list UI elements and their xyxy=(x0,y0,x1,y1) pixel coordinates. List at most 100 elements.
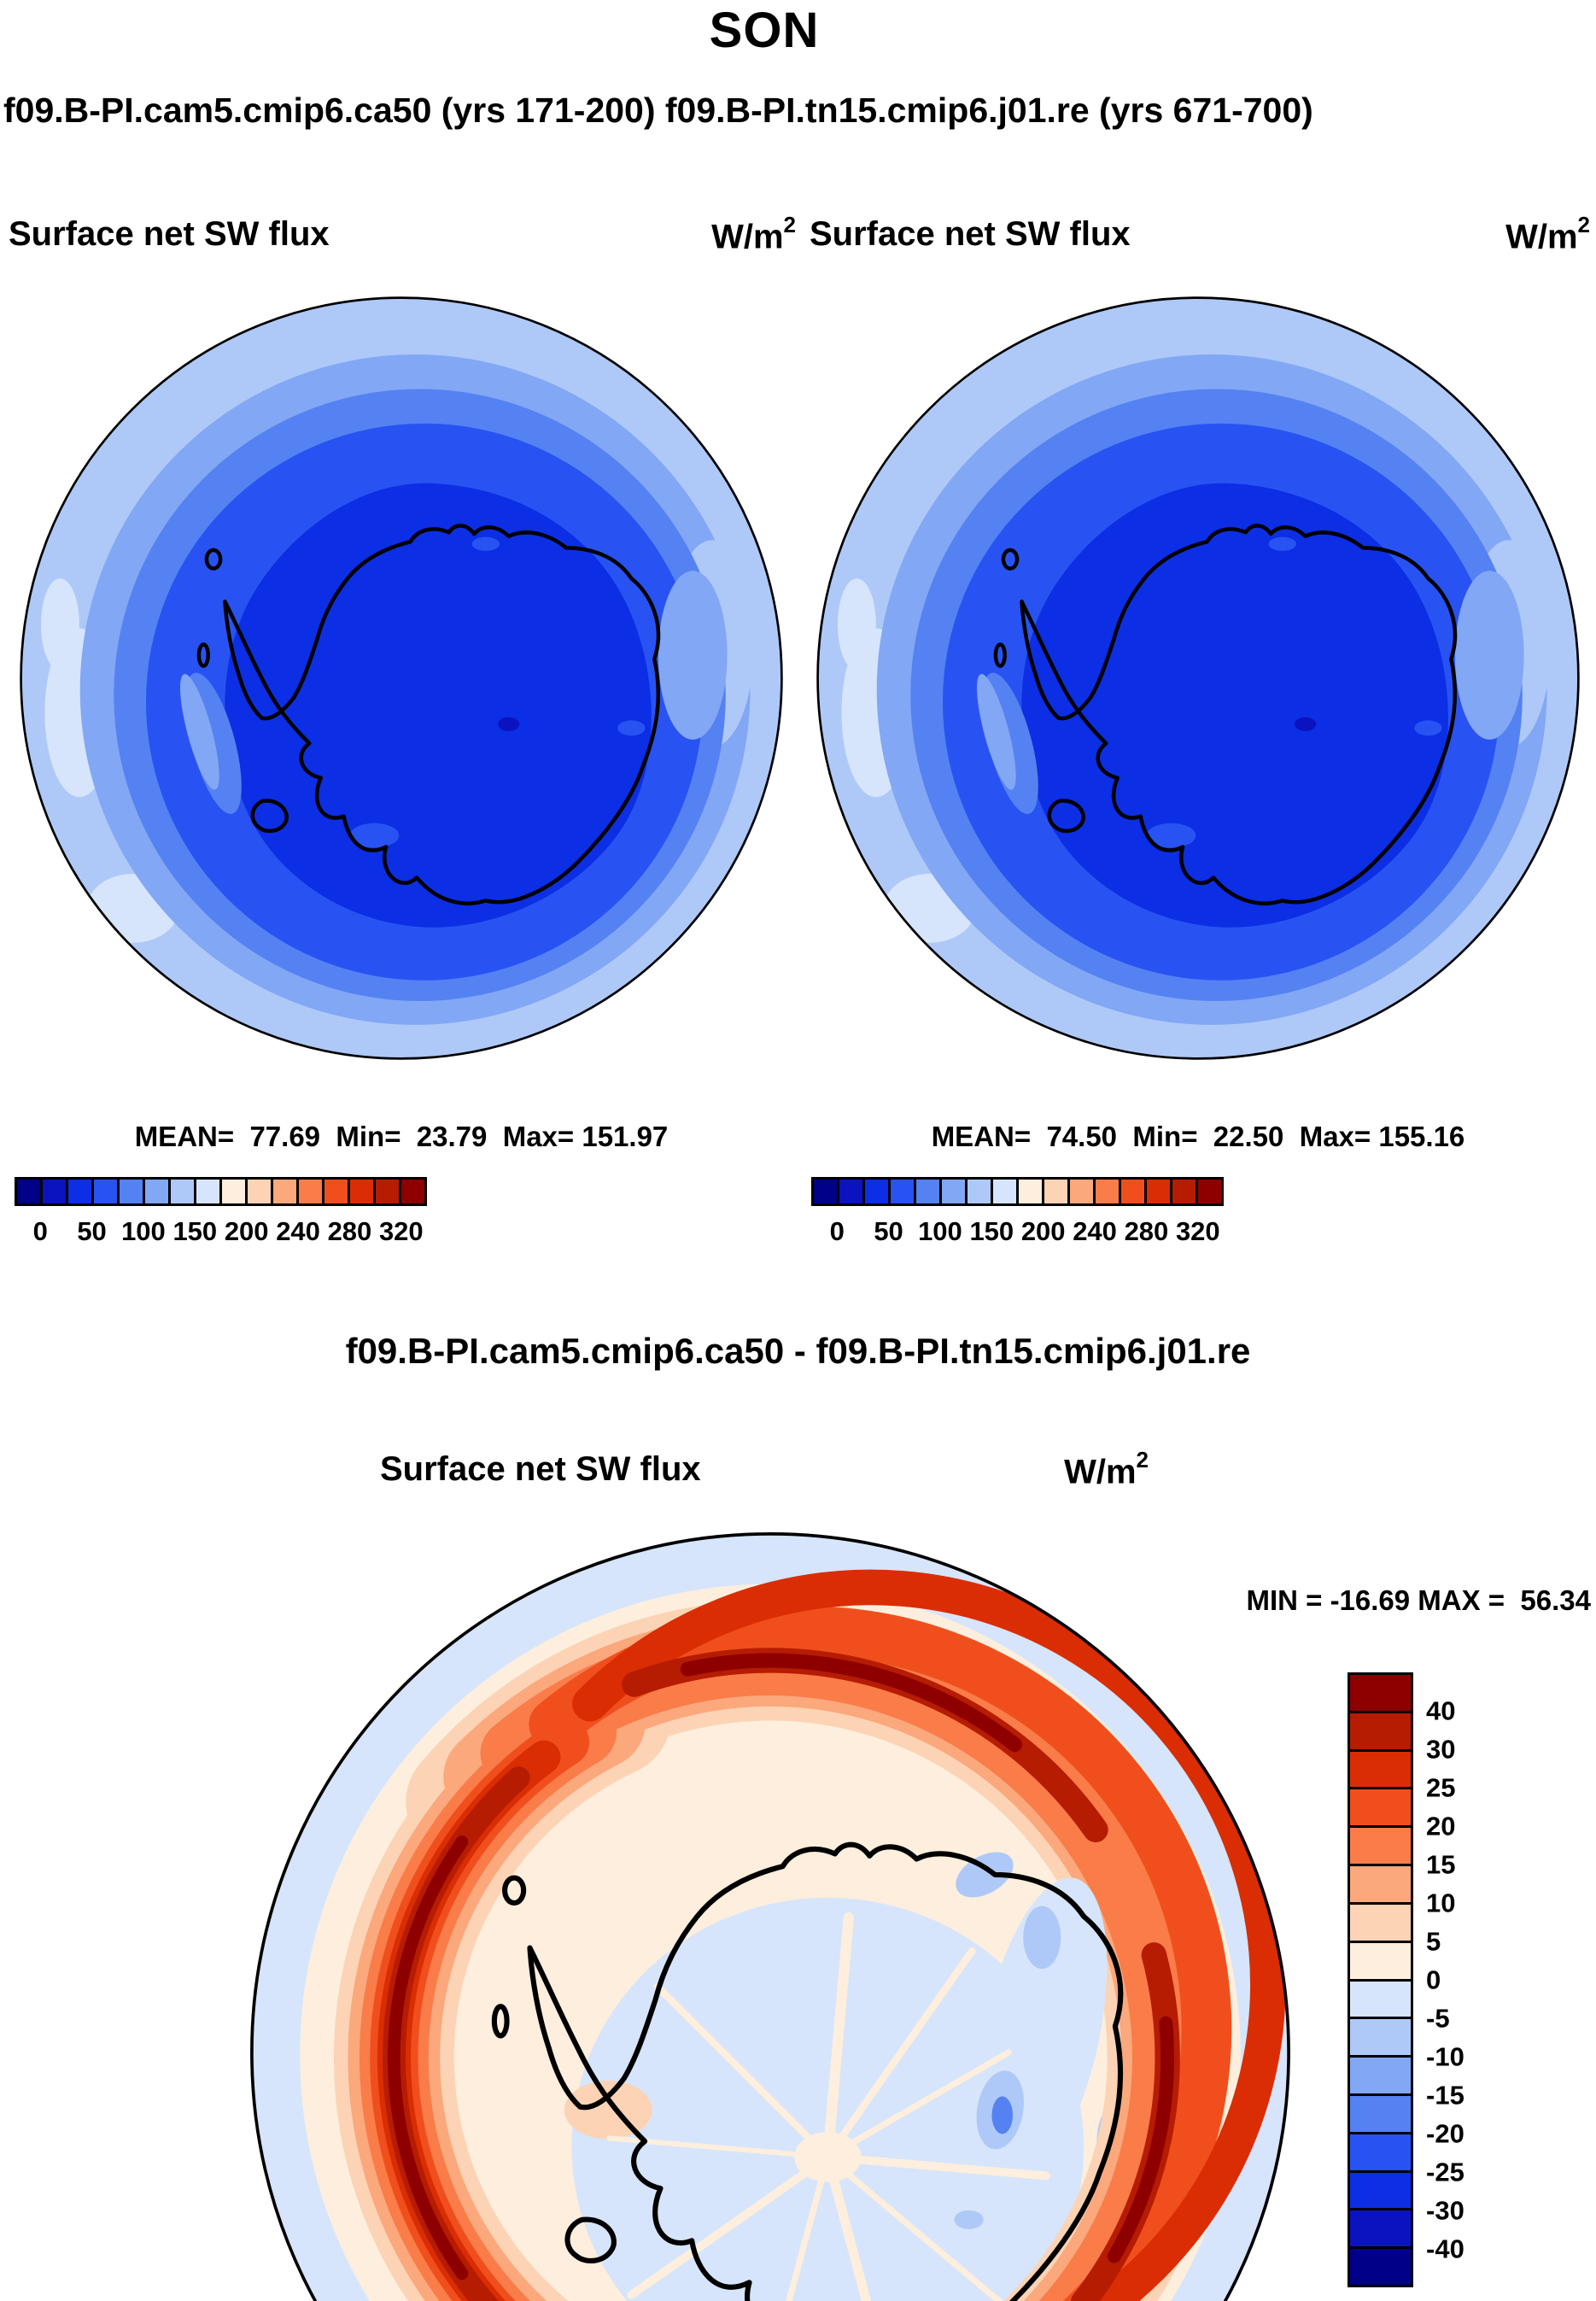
colorbar-cell xyxy=(1147,1180,1172,1203)
colorbar-tick-label: -10 xyxy=(1426,2041,1464,2072)
colorbar-cell xyxy=(916,1180,942,1203)
colorbar-cell xyxy=(120,1180,145,1203)
colorbar-cell xyxy=(43,1180,68,1203)
colorbar-tick-label: 200 xyxy=(224,1216,269,1246)
diff-map-variable-label: Surface net SW flux xyxy=(380,1450,701,1488)
difference-colorbar-ticks: 40 30 25 20 15 10 5 0 -5 -10 -15 -20 -25 -30 -40 xyxy=(1426,1672,1520,2287)
colorbar-tick-label: 150 xyxy=(172,1216,218,1246)
colorbar-cell xyxy=(376,1180,401,1203)
unit-exponent: 2 xyxy=(1136,1447,1149,1473)
difference-title: f09.B-PI.cam5.cmip6.ca50 - f09.B-PI.tn15… xyxy=(345,1331,1251,1371)
colorbar-cell xyxy=(17,1180,43,1203)
colorbar-cell xyxy=(1350,1981,1411,2020)
season-title: SON xyxy=(709,3,820,58)
unit-base: W/m xyxy=(711,218,784,256)
colorbar-cell xyxy=(222,1180,248,1203)
colorbar-tick-label: 240 xyxy=(1073,1216,1117,1246)
colorbar-tick-label: -30 xyxy=(1426,2195,1464,2226)
colorbar-tick-label: 0 xyxy=(1426,1964,1441,1995)
colorbar-cell xyxy=(273,1180,299,1203)
left-polar-map xyxy=(18,295,785,1062)
unit-exponent: 2 xyxy=(783,212,796,237)
colorbar-tick-label: 5 xyxy=(1426,1926,1441,1957)
colorbar-cell xyxy=(1019,1180,1044,1203)
colorbar-cell xyxy=(299,1180,324,1203)
colorbar-tick-label: -40 xyxy=(1426,2234,1464,2264)
colorbar-tick-label: 200 xyxy=(1020,1216,1066,1246)
colorbar-tick-label: -25 xyxy=(1426,2157,1464,2187)
colorbar-cell xyxy=(1350,1866,1411,1905)
colorbar-tick-label: 0 xyxy=(32,1216,48,1246)
colorbar-cell xyxy=(324,1180,350,1203)
colorbar-tick-label: 50 xyxy=(77,1216,107,1246)
colorbar-cell xyxy=(171,1180,196,1203)
colorbar-cell xyxy=(1172,1180,1198,1203)
colorbar-cell xyxy=(968,1180,993,1203)
colorbar-cell xyxy=(401,1180,424,1203)
colorbar-cell xyxy=(350,1180,376,1203)
colorbar-cell xyxy=(865,1180,891,1203)
colorbar-cell xyxy=(68,1180,94,1203)
right-map-variable-label: Surface net SW flux xyxy=(810,215,1131,253)
colorbar-tick-label: 280 xyxy=(1124,1216,1169,1246)
colorbar-cell xyxy=(1350,2019,1411,2058)
right-map-units-label: W/m2 xyxy=(1392,212,1590,256)
colorbar-tick-label: 320 xyxy=(1175,1216,1220,1246)
colorbar-cell xyxy=(1070,1180,1096,1203)
colorbar-tick-label: 15 xyxy=(1426,1849,1456,1880)
left-map-stats: MEAN= 77.69 Min= 23.79 Max= 151.97 xyxy=(134,1121,669,1152)
colorbar-tick-label: 20 xyxy=(1426,1811,1456,1841)
colorbar-cell xyxy=(814,1180,839,1203)
colorbar-tick-label: 240 xyxy=(276,1216,320,1246)
colorbar-cell xyxy=(1350,1675,1411,1713)
right-polar-map xyxy=(815,295,1581,1062)
colorbar-cell xyxy=(248,1180,273,1203)
colorbar-tick-label: 320 xyxy=(378,1216,424,1246)
colorbar-tick-label: 0 xyxy=(829,1216,845,1246)
colorbar-cell xyxy=(1198,1180,1221,1203)
colorbar-tick-label: 10 xyxy=(1426,1888,1456,1918)
unit-exponent: 2 xyxy=(1577,212,1590,237)
difference-polar-map xyxy=(250,1532,1290,2301)
unit-base: W/m xyxy=(1505,218,1578,256)
colorbar-cell xyxy=(196,1180,222,1203)
colorbar-cell xyxy=(891,1180,916,1203)
colorbar-cell xyxy=(1350,2172,1411,2211)
colorbar-tick-label: 100 xyxy=(918,1216,962,1246)
colorbar-cell xyxy=(1044,1180,1070,1203)
colorbar-tick-label: -20 xyxy=(1426,2118,1464,2149)
colorbar-cell xyxy=(145,1180,171,1203)
colorbar-cell xyxy=(839,1180,865,1203)
colorbar-cell xyxy=(1121,1180,1147,1203)
diff-map-units-label: W/m2 xyxy=(982,1447,1149,1491)
colorbar-cell xyxy=(942,1180,968,1203)
diff-map-minmax: MIN = -16.69 MAX = 56.34 xyxy=(1246,1584,1591,1616)
right-map-stats: MEAN= 74.50 Min= 22.50 Max= 155.16 xyxy=(931,1121,1465,1152)
colorbar-tick-label: 50 xyxy=(874,1216,903,1246)
colorbar-cell xyxy=(1096,1180,1121,1203)
colorbar-cell xyxy=(1350,1942,1411,1982)
right-colorbar-ticks: 0 50 100 150 200 240 280 320 xyxy=(811,1216,1224,1252)
left-colorbar xyxy=(15,1177,427,1206)
colorbar-cell xyxy=(1350,2249,1411,2285)
colorbar-tick-label: 30 xyxy=(1426,1734,1456,1765)
unit-base: W/m xyxy=(1064,1453,1137,1491)
colorbar-cell xyxy=(1350,1751,1411,1790)
colorbar-cell xyxy=(1350,2134,1411,2173)
left-map-variable-label: Surface net SW flux xyxy=(9,215,330,253)
colorbar-cell xyxy=(1350,2058,1411,2096)
colorbar-cell xyxy=(1350,1789,1411,1829)
right-colorbar xyxy=(811,1177,1224,1206)
colorbar-tick-label: 280 xyxy=(327,1216,372,1246)
left-map-units-label: W/m2 xyxy=(598,212,796,256)
colorbar-tick-label: 100 xyxy=(121,1216,166,1246)
colorbar-tick-label: 25 xyxy=(1426,1772,1456,1803)
cases-subtitle: f09.B-PI.cam5.cmip6.ca50 (yrs 171-200) f… xyxy=(3,91,1313,130)
colorbar-tick-label: 150 xyxy=(969,1216,1014,1246)
difference-colorbar xyxy=(1348,1672,1413,2287)
colorbar-cell xyxy=(1350,2095,1411,2134)
colorbar-cell xyxy=(94,1180,120,1203)
colorbar-cell xyxy=(1350,1904,1411,1943)
colorbar-cell xyxy=(1350,1828,1411,1867)
